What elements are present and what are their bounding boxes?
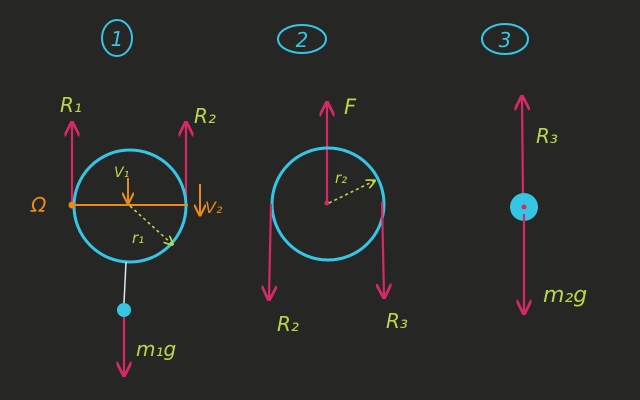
force-arrow-r3-down	[382, 201, 384, 296]
radius-label-r2: r₂	[335, 169, 347, 187]
hanging-mass-1	[117, 303, 131, 317]
diagram-3: R₃ m₂g	[510, 98, 587, 312]
velocity-label-v2: V₂	[205, 198, 223, 217]
mass-m2-center	[521, 204, 527, 210]
step-number-3-label: 3	[499, 28, 512, 52]
pulley-wheel-2	[270, 146, 386, 262]
force-label-f: F	[344, 95, 357, 119]
hanging-string	[123, 261, 127, 304]
weight-label-m1g: m₁g	[136, 337, 176, 361]
force-label-r3-up: R₃	[536, 124, 558, 148]
step-number-1-label: 1	[111, 27, 124, 51]
step-number-2: 2	[277, 24, 327, 54]
contact-point	[68, 201, 76, 209]
step-number-2-label: 2	[296, 28, 309, 52]
force-label-r3-down: R₃	[386, 309, 408, 333]
diagram-2: F r₂ R₂ R₃	[269, 95, 408, 336]
radius-label-r1: r₁	[132, 229, 144, 247]
force-label-r1: R₁	[60, 93, 82, 117]
force-arrow-r2-down	[269, 203, 271, 298]
diagram-1: R₁ R₂ Ω V₁ V₂ r₁ m₁g	[30, 93, 223, 374]
angular-velocity-label: Ω	[30, 193, 47, 217]
step-number-1: 1	[101, 19, 133, 57]
weight-label-m2g: m₂g	[543, 283, 587, 308]
radius-arrow-r2	[328, 181, 374, 204]
velocity-label-v1: V₁	[114, 165, 129, 181]
force-label-r2: R₂	[194, 104, 216, 128]
step-number-3: 3	[481, 23, 529, 55]
force-arrow-r3-up	[522, 98, 523, 201]
pulley-2-center	[324, 200, 330, 206]
force-label-r2-down: R₂	[277, 312, 299, 336]
